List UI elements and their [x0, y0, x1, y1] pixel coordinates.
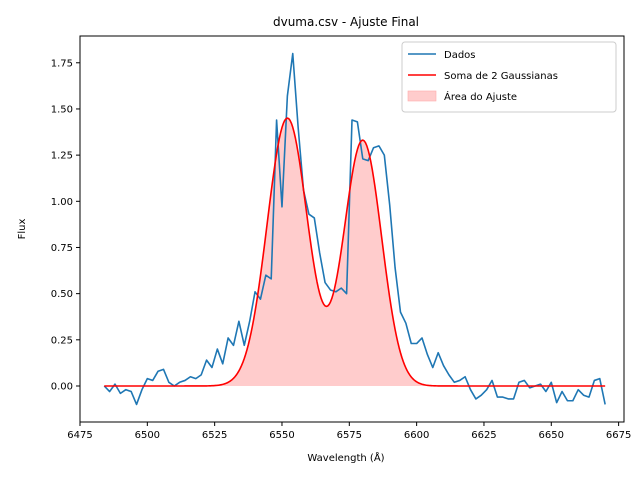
- legend-label-area: Área do Ajuste: [444, 90, 517, 103]
- x-tick-label: 6650: [539, 430, 564, 441]
- legend: Dados Soma de 2 Gaussianas Área do Ajust…: [401, 41, 617, 113]
- legend-swatch-area: [407, 90, 437, 102]
- axes-frame: [79, 35, 625, 423]
- y-tick-label: 1.75: [51, 58, 73, 69]
- legend-box: [401, 41, 617, 113]
- legend-label-dados: Dados: [444, 50, 476, 61]
- x-tick-label: 6550: [269, 430, 294, 441]
- y-tick-label: 0.75: [51, 243, 73, 254]
- fit-area: [104, 118, 606, 386]
- x-tick-label: 6575: [337, 430, 362, 441]
- y-tick-label: 0.50: [51, 289, 73, 300]
- x-tick-label: 6500: [135, 430, 160, 441]
- x-tick-label: 6600: [404, 430, 429, 441]
- x-tick-label: 6475: [67, 430, 92, 441]
- x-axis-label: Wavelength (Å): [307, 451, 384, 464]
- y-axis: 0.00 0.25 0.50 0.75 1.00 1.25 1.50 1.75: [51, 58, 80, 392]
- y-axis-label: Flux: [17, 219, 28, 240]
- y-tick-label: 0.25: [51, 335, 73, 346]
- chart-title: dvuma.csv - Ajuste Final: [273, 15, 419, 29]
- legend-label-gaussianas: Soma de 2 Gaussianas: [444, 71, 558, 82]
- x-tick-label: 6675: [606, 430, 631, 441]
- x-tick-label: 6525: [202, 430, 227, 441]
- x-axis: 6475 6500 6525 6550 6575 6600 6625 6650 6675: [67, 422, 631, 441]
- x-tick-label: 6625: [471, 430, 496, 441]
- series-dados-line: [103, 52, 606, 406]
- y-tick-label: 1.50: [51, 104, 73, 115]
- plot-area: [103, 52, 606, 406]
- y-tick-label: 0.00: [51, 381, 73, 392]
- series-gaussianas-line: [104, 117, 606, 387]
- y-tick-label: 1.25: [51, 151, 73, 162]
- y-tick-label: 1.00: [51, 197, 73, 208]
